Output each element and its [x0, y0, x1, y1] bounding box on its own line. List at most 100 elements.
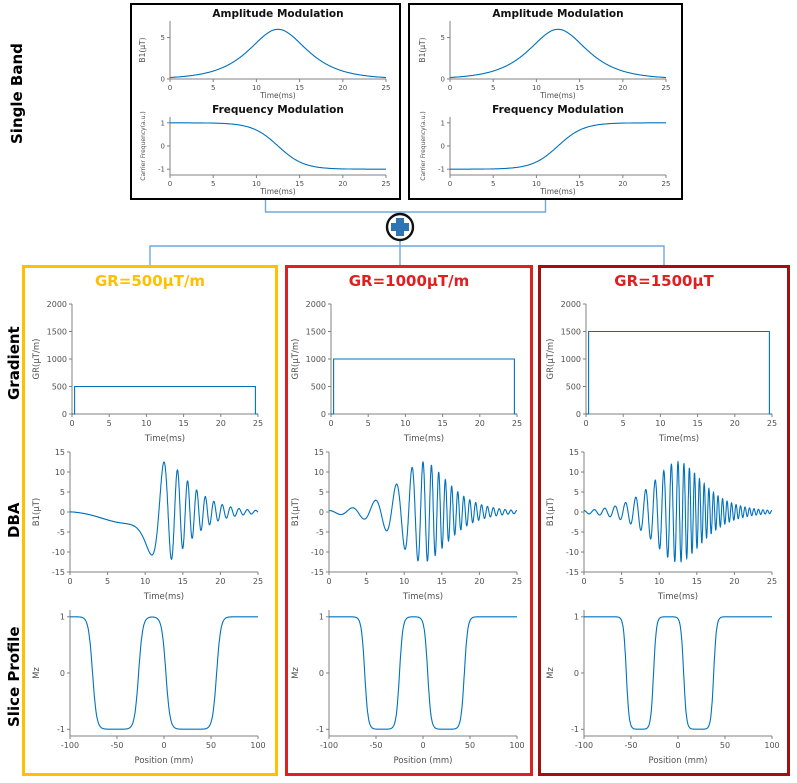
svg-text:Amplitude Modulation: Amplitude Modulation	[492, 8, 623, 20]
svg-text:0: 0	[326, 577, 331, 586]
svg-text:Mz: Mz	[546, 667, 556, 679]
svg-text:5: 5	[107, 419, 112, 428]
svg-text:10: 10	[141, 419, 151, 428]
svg-text:20: 20	[729, 577, 739, 586]
svg-text:15: 15	[438, 419, 448, 428]
am-plot-left: 0 5 10 15 20 25 0 5 Time(ms) B1(μT) Amplitude Modu…	[138, 8, 390, 100]
svg-text:10: 10	[251, 180, 260, 188]
svg-text:-50: -50	[110, 741, 123, 750]
svg-text:B1(μT): B1(μT)	[546, 498, 556, 526]
svg-text:20: 20	[618, 180, 627, 188]
svg-text:1: 1	[574, 613, 579, 622]
svg-text:-100: -100	[61, 741, 79, 750]
svg-text:10: 10	[55, 468, 65, 477]
svg-text:0: 0	[167, 180, 171, 188]
gradient-plot-500: 0 5 10 15 20 25 0 500 1000 1500 2000 Time(ms) GR(μT/…	[32, 300, 263, 444]
svg-text:500: 500	[52, 382, 67, 391]
svg-text:-5: -5	[316, 528, 324, 537]
svg-text:0: 0	[440, 143, 444, 151]
svg-text:0: 0	[160, 143, 164, 151]
svg-text:0: 0	[576, 410, 581, 419]
svg-text:-100: -100	[575, 741, 593, 750]
svg-text:0: 0	[328, 419, 333, 428]
svg-text:15: 15	[295, 180, 304, 188]
svg-text:0: 0	[574, 508, 579, 517]
svg-text:Position (mm): Position (mm)	[394, 756, 453, 766]
panel-gr-1000: GR=1000μT/m 0 5 10 15 20 25 0 500 1000 1500 2000 Ti…	[285, 265, 533, 776]
svg-text:10: 10	[251, 84, 260, 92]
svg-text:0: 0	[60, 508, 65, 517]
svg-text:1: 1	[440, 119, 444, 127]
slice-profile-plot-1000: -100 -50 0 50 100 -1 0 1 Position (mm) Mz	[291, 610, 525, 766]
svg-text:Time(ms): Time(ms)	[657, 592, 698, 602]
svg-text:1500: 1500	[561, 327, 581, 336]
svg-text:Mz: Mz	[291, 667, 301, 679]
svg-text:1500: 1500	[47, 327, 67, 336]
svg-text:2000: 2000	[561, 300, 581, 309]
svg-text:Time(ms): Time(ms)	[658, 434, 699, 444]
svg-text:Position (mm): Position (mm)	[649, 756, 708, 766]
svg-text:B1(μT): B1(μT)	[291, 498, 301, 526]
dba-plot-500: 0 5 10 15 20 25 -15 -10 -5 0 5 10 15 Time(ms) B1(μT)	[32, 448, 263, 602]
svg-text:-1: -1	[316, 725, 324, 734]
svg-text:Frequency Modulation: Frequency Modulation	[492, 104, 624, 116]
svg-text:10: 10	[654, 577, 664, 586]
svg-text:25: 25	[381, 180, 390, 188]
svg-text:15: 15	[575, 84, 584, 92]
svg-text:0: 0	[420, 741, 425, 750]
svg-text:25: 25	[512, 577, 522, 586]
svg-text:Time(ms): Time(ms)	[402, 592, 443, 602]
svg-text:Mz: Mz	[32, 667, 42, 679]
svg-text:100: 100	[764, 741, 779, 750]
svg-text:5: 5	[105, 577, 110, 586]
svg-text:GR(μT/m): GR(μT/m)	[291, 339, 301, 380]
svg-text:25: 25	[512, 419, 522, 428]
svg-text:GR(μT/m): GR(μT/m)	[32, 339, 42, 380]
svg-text:15: 15	[295, 84, 304, 92]
single-band-box-right: 0 5 10 15 20 25 0 5 Time(ms) B1(μT) Amplitude Modu…	[408, 3, 683, 200]
svg-text:0: 0	[161, 741, 166, 750]
svg-text:-1: -1	[57, 725, 65, 734]
row-label-slice-profile: Slice Profile	[5, 626, 23, 727]
svg-text:-50: -50	[624, 741, 637, 750]
svg-text:15: 15	[179, 419, 189, 428]
svg-text:B1(μT): B1(μT)	[138, 37, 147, 62]
am-plot-right: 0 5 10 15 20 25 0 5 Time(ms) B1(μT) Amplitude Modu…	[418, 8, 670, 100]
svg-text:5: 5	[319, 488, 324, 497]
svg-text:0: 0	[319, 508, 324, 517]
svg-text:0: 0	[160, 76, 164, 84]
svg-text:Time(ms): Time(ms)	[403, 434, 444, 444]
svg-text:Time(ms): Time(ms)	[259, 187, 295, 196]
svg-text:Amplitude Modulation: Amplitude Modulation	[212, 8, 343, 20]
svg-text:-100: -100	[320, 741, 338, 750]
svg-text:10: 10	[140, 577, 150, 586]
panel-title: GR=500μT/m	[94, 272, 206, 290]
svg-text:15: 15	[693, 419, 703, 428]
svg-text:20: 20	[474, 577, 484, 586]
svg-text:-15: -15	[566, 568, 579, 577]
svg-text:-5: -5	[571, 528, 579, 537]
svg-text:5: 5	[574, 488, 579, 497]
svg-text:0: 0	[447, 180, 451, 188]
svg-text:20: 20	[618, 84, 627, 92]
row-label-gradient: Gradient	[5, 326, 23, 400]
slice-profile-plot-1500: -100 -50 0 50 100 -1 0 1 Position (mm) Mz	[546, 610, 780, 766]
svg-text:5: 5	[440, 34, 444, 42]
svg-text:15: 15	[314, 448, 324, 457]
svg-text:25: 25	[253, 419, 263, 428]
panel-title: GR=1000μT/m	[348, 272, 470, 290]
svg-text:5: 5	[210, 84, 214, 92]
svg-text:15: 15	[575, 180, 584, 188]
svg-text:15: 15	[692, 577, 702, 586]
svg-text:-10: -10	[566, 548, 579, 557]
svg-text:20: 20	[338, 84, 347, 92]
svg-text:10: 10	[569, 468, 579, 477]
svg-text:5: 5	[619, 577, 624, 586]
svg-text:25: 25	[253, 577, 263, 586]
svg-text:0: 0	[69, 419, 74, 428]
svg-text:20: 20	[338, 180, 347, 188]
svg-text:25: 25	[661, 180, 670, 188]
svg-text:Time(ms): Time(ms)	[539, 187, 575, 196]
svg-text:-10: -10	[52, 548, 65, 557]
